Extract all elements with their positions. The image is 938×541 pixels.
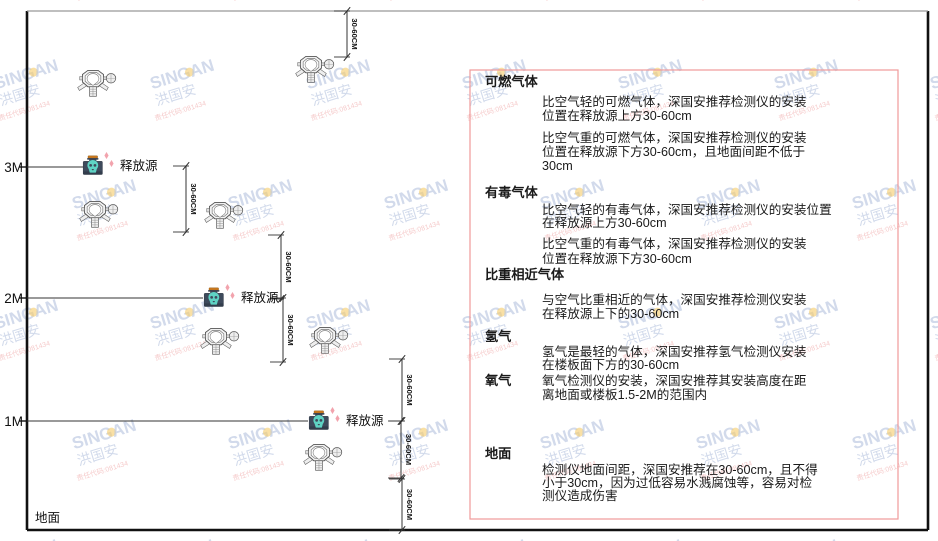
svg-text:在释放源上方30-60cm: 在释放源上方30-60cm xyxy=(542,215,667,230)
svg-text:有毒气体: 有毒气体 xyxy=(485,184,539,200)
svg-text:小于30cm，因为过低容易水溅腐蚀等，容易对检: 小于30cm，因为过低容易水溅腐蚀等，容易对检 xyxy=(542,475,812,490)
svg-text:位置在释放源上方30-60cm: 位置在释放源上方30-60cm xyxy=(542,108,692,123)
svg-text:氧气: 氧气 xyxy=(484,372,511,388)
svg-text:在楼板面下方的30-60cm: 在楼板面下方的30-60cm xyxy=(542,357,679,372)
svg-text:比空气轻的有毒气体，深国安推荐检测仪的安装位置: 比空气轻的有毒气体，深国安推荐检测仪的安装位置 xyxy=(542,202,832,217)
svg-text:与空气比重相近的气体，深国安推荐检测仪安装: 与空气比重相近的气体，深国安推荐检测仪安装 xyxy=(542,292,807,307)
svg-text:离地面或楼板1.5-2M的范围内: 离地面或楼板1.5-2M的范围内 xyxy=(542,387,707,402)
svg-text:比空气重的可燃气体，深国安推荐检测仪的安装: 比空气重的可燃气体，深国安推荐检测仪的安装 xyxy=(542,130,807,145)
svg-text:可燃气体: 可燃气体 xyxy=(485,73,539,89)
svg-text:在释放源上下的30-60cm: 在释放源上下的30-60cm xyxy=(542,306,679,321)
svg-text:氢气: 氢气 xyxy=(485,328,511,344)
svg-text:检测仪地面间距，深国安推荐在30-60cm，且不得: 检测仪地面间距，深国安推荐在30-60cm，且不得 xyxy=(542,462,818,477)
svg-text:地面: 地面 xyxy=(485,445,511,461)
svg-text:位置在释放源下方30-60cm: 位置在释放源下方30-60cm xyxy=(542,251,692,266)
svg-text:30cm: 30cm xyxy=(542,159,573,173)
svg-text:氢气是最轻的气体，深国安推荐氢气检测仪安装: 氢气是最轻的气体，深国安推荐氢气检测仪安装 xyxy=(542,344,807,359)
svg-text:比空气重的有毒气体，深国安推荐检测仪的安装: 比空气重的有毒气体，深国安推荐检测仪的安装 xyxy=(542,236,807,251)
svg-text:比重相近气体: 比重相近气体 xyxy=(485,266,565,282)
svg-text:测仪造成伤害: 测仪造成伤害 xyxy=(542,488,618,503)
svg-text:氧气检测仪的安装，深国安推荐其安装高度在距: 氧气检测仪的安装，深国安推荐其安装高度在距 xyxy=(542,373,807,388)
svg-text:比空气轻的可燃气体，深国安推荐检测仪的安装: 比空气轻的可燃气体，深国安推荐检测仪的安装 xyxy=(542,94,807,109)
svg-text:位置在释放源下方30-60cm，且地面间距不低于: 位置在释放源下方30-60cm，且地面间距不低于 xyxy=(542,144,805,159)
